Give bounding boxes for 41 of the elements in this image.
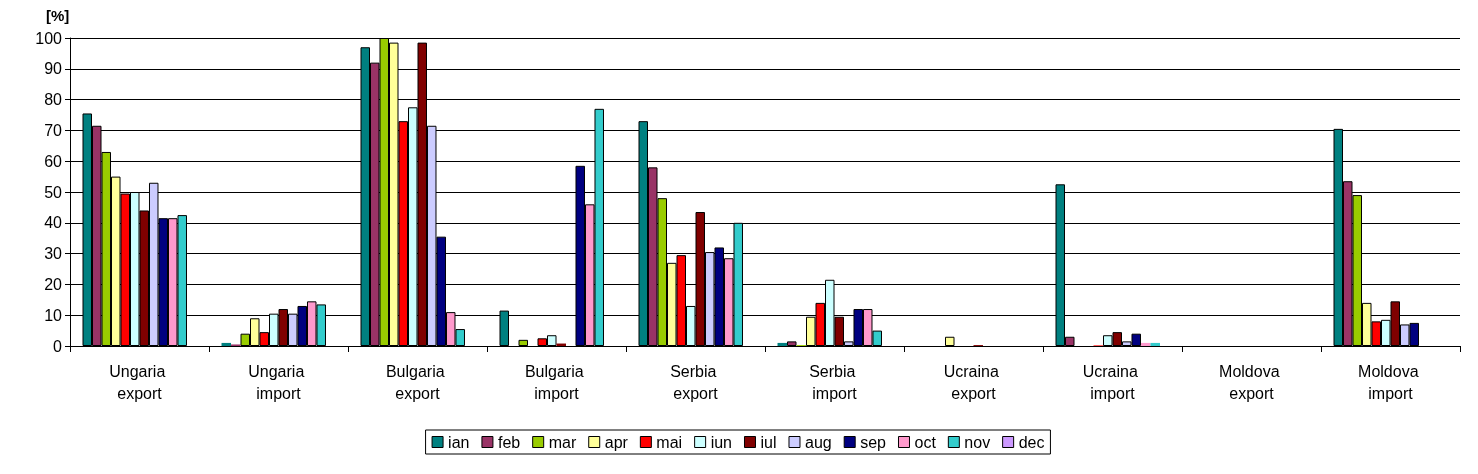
x-tick-label: Moldova export — [1219, 362, 1284, 402]
x-tick-label: Serbia import — [809, 362, 860, 402]
y-tick-label: 60 — [44, 152, 63, 170]
x-tick-label: Moldova import — [1358, 362, 1423, 402]
legend-label: iun — [710, 433, 732, 451]
legend-label: apr — [604, 433, 629, 451]
legend-label: sep — [860, 433, 887, 451]
y-tick-label: 70 — [44, 121, 63, 139]
y-tick-label: 20 — [44, 275, 63, 293]
y-tick-label: 50 — [44, 183, 63, 201]
bar — [1140, 342, 1151, 346]
x-tick-label: Ucraina export — [943, 362, 1004, 402]
legend-label: ian — [448, 433, 470, 451]
x-tick-label: Ungaria import — [248, 362, 309, 402]
bar — [221, 342, 232, 346]
y-tick-label: 90 — [44, 60, 63, 78]
legend-label: dec — [1018, 433, 1045, 451]
bar — [1150, 342, 1160, 346]
bar — [777, 342, 788, 346]
y-tick-label: 10 — [44, 306, 63, 324]
y-tick-label: 100 — [35, 29, 63, 47]
y-tick-label: 30 — [44, 245, 63, 263]
bar — [787, 341, 797, 346]
legend-label: aug — [804, 433, 832, 451]
legend-label: mar — [548, 433, 577, 451]
x-tick-label: Bulgaria import — [524, 362, 589, 402]
y-axis-title: [%] — [46, 7, 70, 24]
bar — [945, 336, 955, 346]
x-tick-label: Ungaria export — [109, 362, 170, 402]
legend-label: mai — [656, 433, 683, 451]
x-tick-label: Serbia export — [670, 362, 721, 402]
x-tick-label: Ucraina import — [1082, 362, 1143, 402]
y-tick-label: 0 — [53, 337, 63, 355]
legend-label: iul — [760, 433, 777, 451]
y-tick-label: 40 — [44, 214, 63, 232]
bar — [518, 339, 529, 346]
x-tick-label: Bulgaria export — [385, 362, 450, 402]
legend-label: oct — [914, 433, 937, 451]
legend-label: feb — [497, 433, 521, 451]
y-tick-label: 80 — [44, 91, 63, 109]
legend-label: nov — [964, 433, 991, 451]
